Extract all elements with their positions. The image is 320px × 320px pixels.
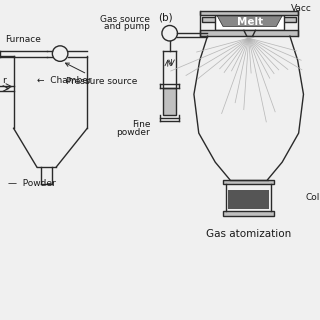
Polygon shape [217, 16, 282, 27]
Text: ←  Chamber: ← Chamber [37, 76, 92, 84]
Text: Fine: Fine [132, 120, 150, 129]
Text: Vacc: Vacc [291, 4, 312, 13]
Bar [200, 30, 298, 36]
Bar [200, 11, 298, 15]
Bar [163, 88, 176, 115]
Bar [223, 180, 274, 185]
Text: r: r [2, 76, 6, 85]
Text: Melt: Melt [236, 17, 263, 27]
Text: (b): (b) [158, 13, 173, 23]
Text: Gas atomization: Gas atomization [205, 229, 291, 239]
Text: powder: powder [116, 128, 150, 137]
Text: Col: Col [305, 193, 320, 202]
Text: Gas source: Gas source [100, 14, 150, 24]
Text: and pump: and pump [104, 22, 150, 31]
Text: —  Powder: — Powder [8, 179, 55, 188]
Bar [223, 211, 274, 215]
Text: Furnace: Furnace [5, 35, 41, 44]
Bar [215, 15, 284, 30]
Text: Pressure source: Pressure source [66, 63, 137, 86]
Bar [202, 17, 296, 21]
Polygon shape [228, 189, 269, 209]
